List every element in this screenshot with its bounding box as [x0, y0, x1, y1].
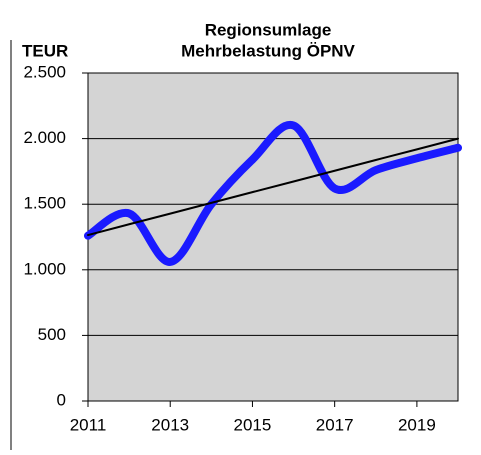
x-tick-label: 2019 — [398, 415, 436, 434]
y-tick-label: 2.500 — [23, 62, 66, 81]
x-tick-label: 2017 — [316, 415, 354, 434]
chart-title: Regionsumlage — [205, 20, 332, 39]
y-tick-label: 500 — [38, 325, 66, 344]
data-line — [84, 121, 462, 266]
x-tick-label: 2013 — [151, 415, 189, 434]
chart-title: Mehrbelastung ÖPNV — [181, 41, 355, 60]
x-tick-label: 2015 — [234, 415, 272, 434]
y-tick-label: 1.000 — [23, 259, 66, 278]
y-tick-label: 0 — [57, 390, 66, 409]
y-tick-label: 2.000 — [23, 128, 66, 147]
x-tick-label: 2011 — [70, 415, 107, 434]
y-tick-label: 1.500 — [23, 194, 66, 213]
y-axis-label: TEUR — [22, 41, 68, 60]
trend-line — [87, 137, 459, 237]
